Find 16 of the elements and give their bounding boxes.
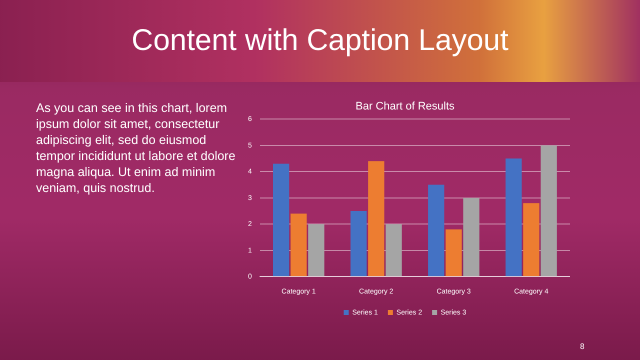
bar (506, 158, 522, 276)
bar (523, 203, 540, 276)
bar (386, 224, 402, 276)
bar (290, 214, 307, 276)
text: 8 (580, 342, 584, 351)
bar (428, 184, 444, 276)
bar (368, 161, 384, 276)
bar (308, 224, 324, 276)
bar (463, 198, 480, 276)
text: Content with Caption Layout (130, 24, 510, 58)
bar (350, 211, 367, 276)
text: As you can see in this chart, lorem ipsum dolor sit amet, consectetur adipiscing elit, sed do eiusmod tempor incididunt ut labore et dolore magna aliqua. Ut enim ad minim veniam, quis nostrud. (36, 100, 236, 196)
bar (540, 145, 557, 276)
bar (446, 229, 462, 276)
bar (273, 164, 290, 276)
chart-title: Bar Chart of Results (355, 100, 456, 113)
